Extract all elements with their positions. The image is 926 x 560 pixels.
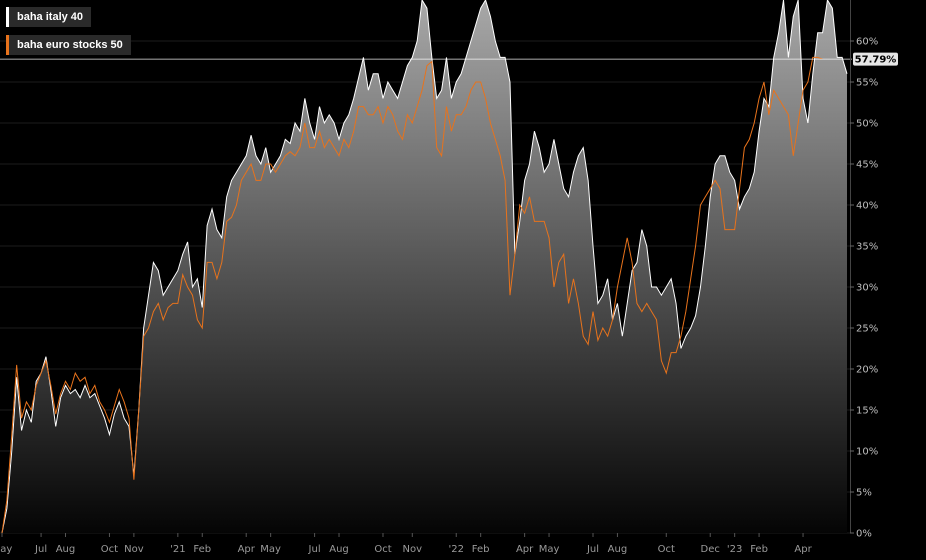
legend-swatch-italy (6, 7, 9, 27)
x-tick-label: Aug (329, 544, 349, 555)
y-tick-label: 40% (856, 201, 878, 212)
legend-swatch-euro-stocks (6, 35, 9, 55)
y-tick-label: 10% (856, 447, 878, 458)
x-tick-label: May (260, 544, 281, 555)
y-tick-label: 0% (856, 529, 872, 540)
x-tick-label: Nov (403, 544, 423, 555)
x-tick-label: Jul (308, 544, 321, 555)
x-tick-label: Oct (658, 544, 675, 555)
x-tick-label: Dec (701, 544, 720, 555)
x-tick-label: Jul (34, 544, 47, 555)
x-tick-label: Nov (124, 544, 144, 555)
x-tick-label: Feb (472, 544, 490, 555)
y-tick-label: 55% (856, 78, 878, 89)
y-tick-label: 35% (856, 242, 878, 253)
legend-item-italy[interactable]: baha italy 40 (6, 7, 92, 27)
y-tick-label: 20% (856, 365, 878, 376)
legend-label-euro-stocks: baha euro stocks 50 (17, 39, 123, 51)
x-tick-label: Apr (794, 544, 812, 555)
series-area-italy (2, 0, 847, 533)
y-tick-label: 30% (856, 283, 878, 294)
x-tick-label: Oct (101, 544, 118, 555)
x-tick-label: Feb (193, 544, 211, 555)
x-tick-label: May (0, 544, 12, 555)
y-tick-label: 45% (856, 160, 878, 171)
y-tick-label: 25% (856, 324, 878, 335)
last-value-badge: 57.79% (853, 52, 898, 66)
x-axis: May Jul Aug Oct Nov '21 Feb Apr May Jul Aug Oct Nov '… (0, 533, 813, 555)
x-tick-label: '21 (170, 544, 185, 555)
y-tick-label: 60% (856, 37, 878, 48)
x-tick-label: '22 (449, 544, 464, 555)
y-tick-label: 5% (856, 488, 872, 499)
svg-text:57.79%: 57.79% (855, 55, 897, 66)
x-tick-label: Oct (374, 544, 391, 555)
y-axis: 0% 5% 10% 15% 20% 25% 30% 35% 40% 45% 50% 55% 60% (850, 37, 878, 540)
x-tick-label: Apr (238, 544, 256, 555)
series-line-euro-stocks (1, 56, 823, 534)
x-tick-label: May (539, 544, 560, 555)
x-tick-label: '23 (727, 544, 742, 555)
legend-item-euro-stocks[interactable]: baha euro stocks 50 (6, 35, 131, 55)
x-tick-label: Apr (516, 544, 534, 555)
x-tick-label: Jul (586, 544, 599, 555)
y-tick-label: 15% (856, 406, 878, 417)
x-tick-label: Feb (750, 544, 768, 555)
y-tick-label: 50% (856, 119, 878, 130)
x-tick-label: Aug (56, 544, 76, 555)
legend-label-italy: baha italy 40 (17, 11, 84, 23)
x-tick-label: Aug (608, 544, 628, 555)
